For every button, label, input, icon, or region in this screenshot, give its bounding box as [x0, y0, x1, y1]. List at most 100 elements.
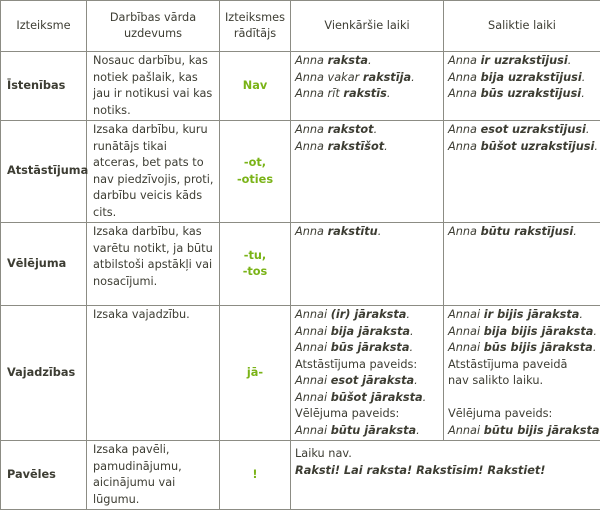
example-line: Atstāstījuma paveidā — [448, 357, 596, 374]
text-segment: . — [586, 123, 590, 136]
example-line: Annai būtu bijis jāraksta. — [448, 423, 596, 440]
example-line: Annai būs bijis jāraksta. — [448, 340, 596, 357]
example-line: Anna raksta. — [295, 53, 439, 70]
text-segment: būtu rakstījusi — [481, 225, 574, 238]
example-line: Annai būtu jāraksta. — [295, 423, 439, 440]
text-segment: būs bijis jāraksta — [484, 341, 593, 354]
text-segment: Anna rīt — [295, 87, 343, 100]
text-segment: . — [581, 87, 585, 100]
text-segment: . — [414, 374, 418, 387]
text-segment: . — [573, 225, 577, 238]
text-segment: . — [582, 71, 586, 84]
mood-name: Pavēles — [1, 441, 87, 510]
example-line: Anna rakstīšot. — [295, 139, 439, 156]
example-line: Vēlējuma paveids: — [295, 406, 439, 423]
text-segment: būšot jāraksta — [331, 391, 423, 404]
example-line: Anna ir uzrakstījusi. — [448, 53, 596, 70]
mood-name: Vajadzības — [1, 306, 87, 441]
text-segment: . — [423, 391, 427, 404]
text-segment: Raksti! Lai raksta! Rakstīsim! Rakstiet! — [295, 464, 545, 477]
text-segment: rakstīšot — [328, 140, 385, 153]
text-segment: . — [593, 325, 597, 338]
example-line: Annai ir bijis jāraksta. — [448, 307, 596, 324]
header-mood: Izteiksme — [1, 1, 87, 52]
text-segment: . — [594, 140, 598, 153]
header-simple-tenses: Vienkāršie laiki — [291, 1, 444, 52]
mood-marker: ! — [220, 441, 291, 510]
mood-name: Vēlējuma — [1, 223, 87, 306]
example-line: Annai būs jāraksta. — [295, 340, 439, 357]
example-line: Annai būšot jāraksta. — [295, 390, 439, 407]
example-line: Anna rakstot. — [295, 122, 439, 139]
text-segment: Annai — [295, 374, 331, 387]
text-segment: rakstīs — [343, 87, 386, 100]
text-segment: bija jāraksta — [331, 325, 410, 338]
marker-text: jā- — [224, 365, 286, 382]
example-line: Anna būtu rakstījusi. — [448, 224, 596, 241]
simple-tenses: Anna rakstītu. — [291, 223, 444, 306]
text-segment: Atstāstījuma paveidā — [448, 358, 567, 371]
marker-text: ! — [224, 467, 286, 484]
text-segment — [448, 391, 452, 404]
text-segment: . — [406, 308, 410, 321]
text-segment: . — [416, 424, 420, 437]
example-line: Atstāstījuma paveids: — [295, 357, 439, 374]
text-segment: . — [410, 325, 414, 338]
compound-tenses: Anna ir uzrakstījusi.Anna bija uzrakstīj… — [444, 52, 600, 121]
example-line: Vēlējuma paveids: — [448, 406, 596, 423]
text-segment: būtu jāraksta — [331, 424, 416, 437]
header-row: Izteiksme Darbības vārda uzdevums Izteik… — [1, 1, 600, 52]
mood-marker: Nav — [220, 52, 291, 121]
text-segment: . — [374, 123, 378, 136]
text-segment: Annai — [295, 424, 331, 437]
text-segment: būšot uzrakstījusi — [481, 140, 595, 153]
example-line: Laiku nav. — [295, 446, 596, 463]
example-line: Anna vakar rakstīja. — [295, 70, 439, 87]
mood-name: Īstenības — [1, 52, 87, 121]
mood-marker: -tu,-tos — [220, 223, 291, 306]
header-description: Darbības vārda uzdevums — [87, 1, 220, 52]
text-segment: . — [579, 308, 583, 321]
text-segment: ir bijis jāraksta — [484, 308, 580, 321]
text-segment: rakstot — [328, 123, 374, 136]
text-segment: Anna — [295, 140, 328, 153]
text-segment: bija uzrakstījusi — [481, 71, 582, 84]
text-segment: . — [411, 71, 415, 84]
text-segment: nav salikto laiku. — [448, 374, 543, 387]
text-segment: būtu bijis jāraksta — [484, 424, 600, 437]
header-compound-tenses: Saliktie laiki — [444, 1, 600, 52]
text-segment: Anna — [295, 54, 328, 67]
text-segment: Anna — [295, 123, 328, 136]
text-segment: esot jāraksta — [331, 374, 414, 387]
text-segment: Anna — [448, 54, 481, 67]
compound-tenses: Annai ir bijis jāraksta.Annai bija bijis… — [444, 306, 600, 441]
mood-description: Izsaka darbību, kuru runātājs tikai atce… — [87, 121, 220, 223]
text-segment: Annai — [448, 325, 484, 338]
simple-tenses: Anna raksta.Anna vakar rakstīja.Anna rīt… — [291, 52, 444, 121]
example-line: nav salikto laiku. — [448, 373, 596, 390]
text-segment: esot uzrakstījusi — [481, 123, 586, 136]
example-line: Annai (ir) jāraksta. — [295, 307, 439, 324]
text-segment: . — [409, 341, 413, 354]
mood-description: Izsaka vajadzību. — [87, 306, 220, 441]
text-segment: ir uzrakstījusi — [481, 54, 568, 67]
text-segment: (ir) jāraksta — [331, 308, 407, 321]
example-line: Raksti! Lai raksta! Rakstīsim! Rakstiet! — [295, 463, 596, 480]
text-segment: Annai — [295, 325, 331, 338]
simple-tenses: Anna rakstot.Anna rakstīšot. — [291, 121, 444, 223]
text-segment: Anna — [448, 140, 481, 153]
mood-marker: -ot,-oties — [220, 121, 291, 223]
text-segment: Anna — [448, 225, 481, 238]
text-segment: būs jāraksta — [331, 341, 410, 354]
text-segment: Annai — [448, 308, 484, 321]
example-line: Anna bija uzrakstījusi. — [448, 70, 596, 87]
text-segment: Annai — [295, 341, 331, 354]
marker-text: -tu, — [224, 248, 286, 265]
mood-marker: jā- — [220, 306, 291, 441]
example-line: Anna rīt rakstīs. — [295, 86, 439, 103]
header-marker: Izteiksmes rādītājs — [220, 1, 291, 52]
